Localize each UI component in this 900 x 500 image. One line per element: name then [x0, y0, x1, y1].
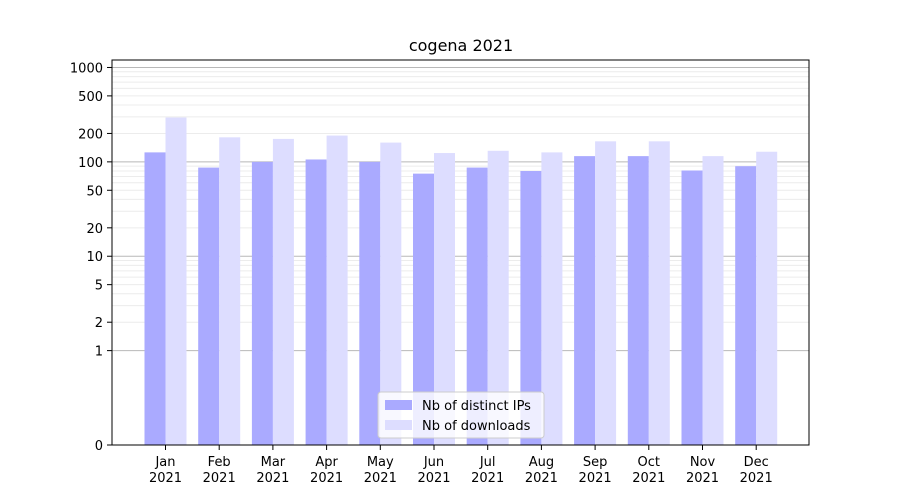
bar-downloads: [272, 138, 294, 445]
bar-distinct-ips: [466, 167, 488, 445]
legend-swatch: [385, 400, 412, 410]
y-axis: 0 1 2 5 10 20 50 100 200 500 1000: [70, 61, 112, 454]
bar-distinct-ips: [305, 159, 327, 445]
bar-distinct-ips: [627, 156, 649, 446]
x-tick-label: Feb 2021: [203, 455, 236, 486]
x-tick-label: Nov 2021: [686, 455, 719, 486]
legend: Nb of distinct IPs Nb of downloads: [377, 391, 545, 439]
bars: [144, 117, 778, 446]
bar-downloads: [219, 137, 241, 446]
bar-downloads: [434, 153, 455, 445]
bar-downloads: [541, 152, 563, 445]
x-tick-label: Apr 2021: [310, 455, 343, 486]
x-tick-label: Jan 2021: [149, 455, 182, 486]
bar-distinct-ips: [413, 173, 434, 446]
chart-title: cogena 2021: [409, 36, 513, 55]
bar-distinct-ips: [735, 166, 757, 445]
bar-distinct-ips: [359, 161, 381, 445]
x-tick-label: Oct 2021: [632, 455, 665, 486]
bar-downloads: [326, 135, 348, 445]
y-tick-label: 200: [78, 127, 103, 142]
bar-distinct-ips: [144, 152, 166, 445]
bar-distinct-ips: [574, 156, 596, 446]
x-tick-label: Dec 2021: [740, 455, 773, 486]
y-tick-label: 2: [95, 316, 103, 331]
legend-label: Nb of distinct IPs: [422, 399, 531, 414]
y-tick-label: 1: [95, 345, 103, 360]
y-tick-label: 10: [86, 250, 103, 265]
y-tick-label: 1000: [70, 61, 103, 76]
y-tick-label: 20: [86, 222, 103, 237]
y-tick-label: 500: [78, 90, 103, 105]
bar-distinct-ips: [251, 161, 273, 445]
legend-label: Nb of downloads: [422, 419, 531, 434]
bar-distinct-ips: [198, 167, 220, 445]
legend-swatch: [385, 420, 412, 430]
x-tick-label: Jul 2021: [471, 455, 504, 486]
bar-downloads: [702, 156, 724, 446]
bar-downloads: [487, 150, 509, 445]
x-tick-label: Sep 2021: [579, 455, 612, 486]
x-axis: Jan 2021 Feb 2021 Mar 2021 Apr 2021 May 2021 Jun 20…: [149, 445, 773, 486]
y-tick-label: 5: [95, 279, 103, 294]
plot-frame: [111, 59, 810, 446]
bar-downloads: [595, 141, 617, 446]
y-tick-label: 100: [78, 156, 103, 171]
bar-downloads: [648, 141, 670, 446]
x-tick-label: Aug 2021: [525, 455, 558, 486]
bar-distinct-ips: [681, 170, 703, 445]
x-tick-label: Jun 2021: [417, 455, 450, 486]
bar-distinct-ips: [520, 171, 542, 446]
bar-downloads: [165, 117, 187, 445]
y-tick-label: 50: [86, 184, 103, 199]
x-tick-label: Mar 2021: [256, 455, 289, 486]
bar-downloads: [380, 142, 402, 445]
legend-box: [377, 391, 545, 439]
x-tick-label: May 2021: [364, 455, 397, 486]
bar-downloads: [756, 151, 778, 446]
y-tick-label: 0: [95, 439, 103, 454]
